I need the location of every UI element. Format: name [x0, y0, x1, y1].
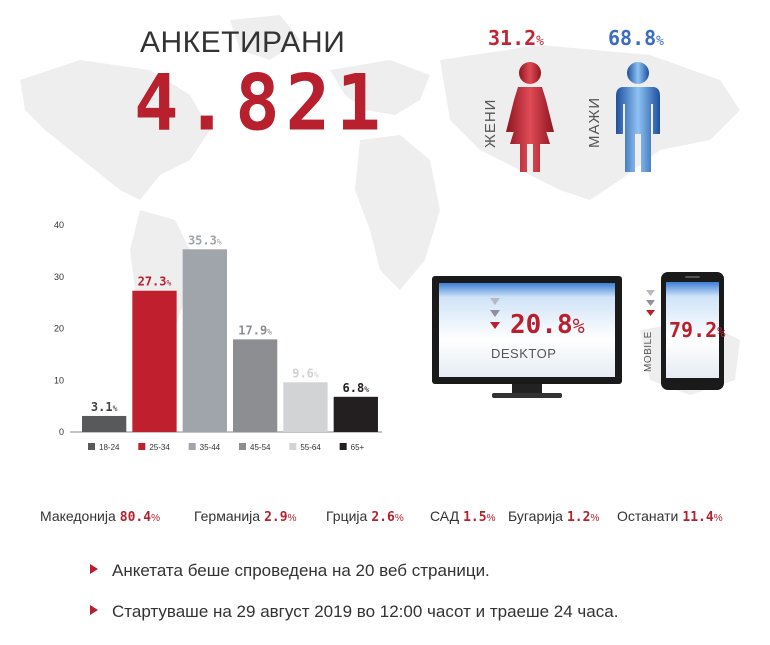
country-greece: Грција 2.6% — [326, 508, 404, 525]
female-percentage: 31.2% — [488, 26, 544, 50]
note-survey-time: Стартуваше на 29 август 2019 во 12:00 ча… — [90, 602, 618, 622]
bars — [82, 249, 378, 432]
y-tick-label: 10 — [54, 375, 64, 385]
desktop-monitor-icon — [432, 276, 622, 398]
male-figure-icon — [616, 62, 660, 172]
bar-35-44 — [182, 249, 227, 432]
y-tick-label: 30 — [54, 272, 64, 282]
mobile-phone-icon — [661, 272, 724, 390]
respondents-label: АНКЕТИРАНИ — [140, 26, 346, 59]
bar-value-label: 3.1% — [91, 400, 118, 414]
mobile-label: MOBILE — [643, 331, 654, 372]
bullet-arrow-icon — [90, 564, 98, 574]
mobile-arrows-icon — [646, 290, 655, 316]
legend-label: 65+ — [351, 443, 365, 452]
bar-value-label: 27.3% — [138, 275, 172, 289]
desktop-label: DESKTOP — [491, 346, 557, 361]
female-figure-icon — [506, 62, 554, 172]
desktop-percentage: 20.8% — [510, 310, 585, 340]
female-label: ЖЕНИ — [482, 98, 499, 148]
country-macedonia: Македонија 80.4% — [40, 508, 160, 525]
legend-swatch — [88, 443, 95, 450]
legend-label: 35-44 — [200, 443, 221, 452]
y-tick-label: 20 — [54, 324, 64, 334]
male-percentage: 68.8% — [608, 26, 664, 50]
legend-swatch — [289, 443, 297, 450]
bar-65+ — [333, 396, 378, 432]
country-usa: САД 1.5% — [430, 508, 496, 525]
country-germany: Германија 2.9% — [194, 508, 297, 525]
bar-value-label: 9.6% — [292, 366, 319, 380]
desktop-arrows-icon — [490, 298, 500, 329]
y-tick-label: 40 — [54, 220, 64, 230]
country-bulgaria: Бугарија 1.2% — [508, 508, 600, 525]
bar-18-24 — [82, 415, 127, 432]
bar-25-34 — [132, 290, 177, 432]
legend-label: 55-64 — [300, 443, 321, 452]
bar-value-labels: 3.1% 27.3% 35.3% 17.9% 9.6% 6.8% — [91, 233, 369, 414]
male-label: МАЖИ — [586, 96, 603, 148]
legend-swatch — [138, 443, 146, 450]
country-other: Останати 11.4% — [617, 508, 723, 525]
legend-swatch — [239, 443, 246, 450]
legend-swatch — [339, 443, 347, 450]
legend-label: 18-24 — [99, 443, 120, 452]
note-survey-sites: Анкетата беше спроведена на 20 веб стран… — [90, 561, 490, 581]
bullet-arrow-icon — [90, 605, 98, 615]
legend-label: 25-34 — [149, 443, 170, 452]
bar-55-64 — [283, 382, 328, 432]
chart-legend: 18-24 25-34 35-44 45-54 55-64 65+ — [88, 443, 365, 452]
mobile-percentage: 79.2% — [669, 318, 726, 342]
bar-45-54 — [233, 339, 278, 432]
age-bar-chart: 0 10 20 30 40 3.1% 27.3% 35.3% 17.9% 9.6% 6.8% 18… — [54, 220, 382, 452]
world-map-background — [20, 15, 740, 395]
bar-value-label: 17.9% — [238, 323, 272, 337]
bar-value-label: 6.8% — [343, 381, 370, 395]
respondents-count: 4.821 — [134, 58, 387, 149]
y-tick-label: 0 — [59, 427, 64, 437]
legend-swatch — [188, 443, 196, 450]
legend-label: 45-54 — [250, 443, 271, 452]
bar-value-label: 35.3% — [188, 233, 222, 247]
